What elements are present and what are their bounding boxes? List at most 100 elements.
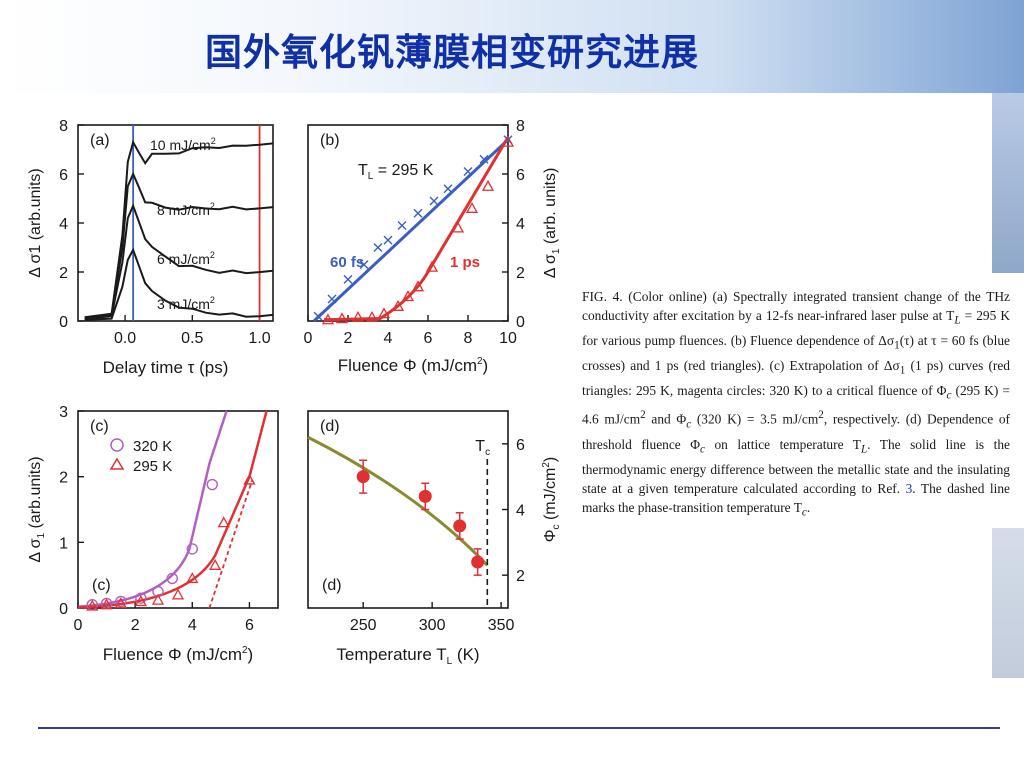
panel-label: (d): [322, 577, 342, 594]
x-tick-label: 2: [344, 330, 353, 347]
y-tick-label: 6: [59, 167, 68, 184]
figure-caption: FIG. 4. (Color online) (a) Spectrally in…: [582, 289, 1011, 519]
data-point-triangle: [171, 588, 185, 600]
reference-link[interactable]: 3: [905, 480, 913, 496]
x-tick-label: 6: [245, 617, 254, 634]
data-point-triangle: [377, 307, 391, 319]
legend-circle: [110, 438, 124, 452]
data-point-triangle: [501, 135, 515, 147]
x-tick-label: 0.0: [114, 330, 136, 347]
data-point-triangle: [134, 595, 147, 607]
data-point-cross: [413, 208, 423, 218]
y-tick-label: 6: [516, 437, 525, 454]
data-point-triangle: [481, 179, 495, 191]
slide-title: 国外氧化钒薄膜相变研究进展: [205, 30, 699, 74]
y-tick-label: 0: [59, 601, 68, 618]
x-tick-label: 0.5: [181, 330, 203, 347]
fit-line: [312, 138, 510, 323]
data-point-cross: [479, 154, 489, 164]
x-tick-label: 300: [419, 617, 446, 634]
data-point-triangle: [217, 516, 230, 528]
y-tick-label: 2: [516, 265, 525, 282]
data-point-triangle: [86, 599, 99, 611]
x-tick-label: 0: [74, 617, 83, 634]
y-tick-label: 2: [516, 568, 525, 585]
panel-label: (a): [90, 132, 110, 149]
x-axis-label: Fluence Φ (mJ/cm2): [103, 645, 253, 664]
y-tick-label: 4: [59, 216, 68, 233]
x-tick-label: 6: [424, 330, 433, 347]
series-line: [84, 247, 274, 321]
y-axis-label: Δ σ1 (arb.units): [27, 456, 47, 562]
data-point-cross: [463, 167, 473, 177]
panel-label: (b): [320, 132, 340, 149]
y-tick-label: 8: [59, 118, 68, 135]
data-point: [471, 555, 485, 569]
series-label: 8 mJ/cm2: [157, 201, 215, 218]
data-point-triangle: [243, 473, 256, 485]
data-point-circle: [206, 478, 218, 491]
x-tick-label: 2: [131, 617, 140, 634]
series-label: 6 mJ/cm2: [157, 250, 215, 267]
y-axis-label: Φc (mJ/cm2): [541, 457, 562, 543]
x-axis-label: Fluence Φ (mJ/cm2): [338, 356, 488, 375]
data-point-circle: [186, 543, 198, 555]
legend-triangle: [109, 457, 125, 470]
panel-label: (d): [320, 418, 340, 435]
y-tick-label: 8: [516, 118, 525, 135]
slide-header: [0, 0, 1024, 93]
data-point-triangle: [411, 280, 425, 292]
x-tick-label: 250: [350, 617, 377, 634]
y-tick-label: 6: [516, 167, 525, 184]
data-point-cross: [313, 311, 323, 321]
panel-label: (c): [92, 577, 111, 594]
data-point-triangle: [425, 260, 439, 272]
data-point-triangle: [100, 598, 113, 610]
x-tick-label: 4: [384, 330, 393, 347]
data-point-cross: [343, 274, 353, 284]
y-tick-label: 4: [516, 216, 525, 233]
data-point-cross: [443, 184, 453, 194]
legend-label: 295 K: [133, 458, 172, 475]
y-tick-label: 4: [516, 503, 525, 520]
data-point-circle: [166, 572, 178, 585]
y-tick-label: 1: [59, 535, 68, 552]
data-point: [356, 470, 370, 484]
fit-line: [77, 410, 268, 609]
data-point-triangle: [391, 299, 405, 311]
x-axis-label: Delay time τ (ps): [103, 358, 229, 377]
data-point-cross: [429, 196, 439, 206]
right-decoration-lower: [992, 528, 1024, 678]
data-point-circle: [152, 585, 164, 598]
data-point-triangle: [151, 593, 165, 605]
series-label: 10 mJ/cm2: [150, 136, 216, 153]
series-label: 60 fs: [330, 254, 364, 271]
footer-divider: [38, 727, 1000, 729]
data-point: [453, 519, 467, 533]
data-point-cross: [397, 220, 407, 230]
x-tick-label: 10: [499, 330, 517, 347]
x-tick-label: 350: [488, 617, 515, 634]
data-point-triangle: [465, 201, 479, 213]
x-axis-label: Temperature TL (K): [336, 645, 479, 667]
data-point-cross: [327, 294, 337, 304]
x-tick-label: 1.0: [248, 330, 270, 347]
data-point-cross: [383, 235, 393, 245]
data-point-triangle: [114, 597, 127, 609]
series-line: [84, 139, 274, 319]
data-point-triangle: [335, 312, 349, 324]
annotation: TL = 295 K: [358, 162, 434, 182]
series-label: 3 mJ/cm2: [157, 295, 215, 312]
data-point-triangle: [209, 558, 222, 570]
right-decoration: [992, 93, 1024, 273]
data-point-triangle: [321, 313, 335, 325]
fit-line: [307, 435, 489, 567]
series-line: [84, 171, 274, 320]
series-label: 1 ps: [450, 254, 480, 271]
data-point-circle: [135, 592, 147, 604]
data-point-cross: [359, 260, 369, 270]
plot-frame: [77, 410, 279, 609]
panel-label: (c): [90, 418, 109, 435]
y-tick-label: 0: [59, 314, 68, 331]
annotation: Tc: [475, 438, 490, 458]
